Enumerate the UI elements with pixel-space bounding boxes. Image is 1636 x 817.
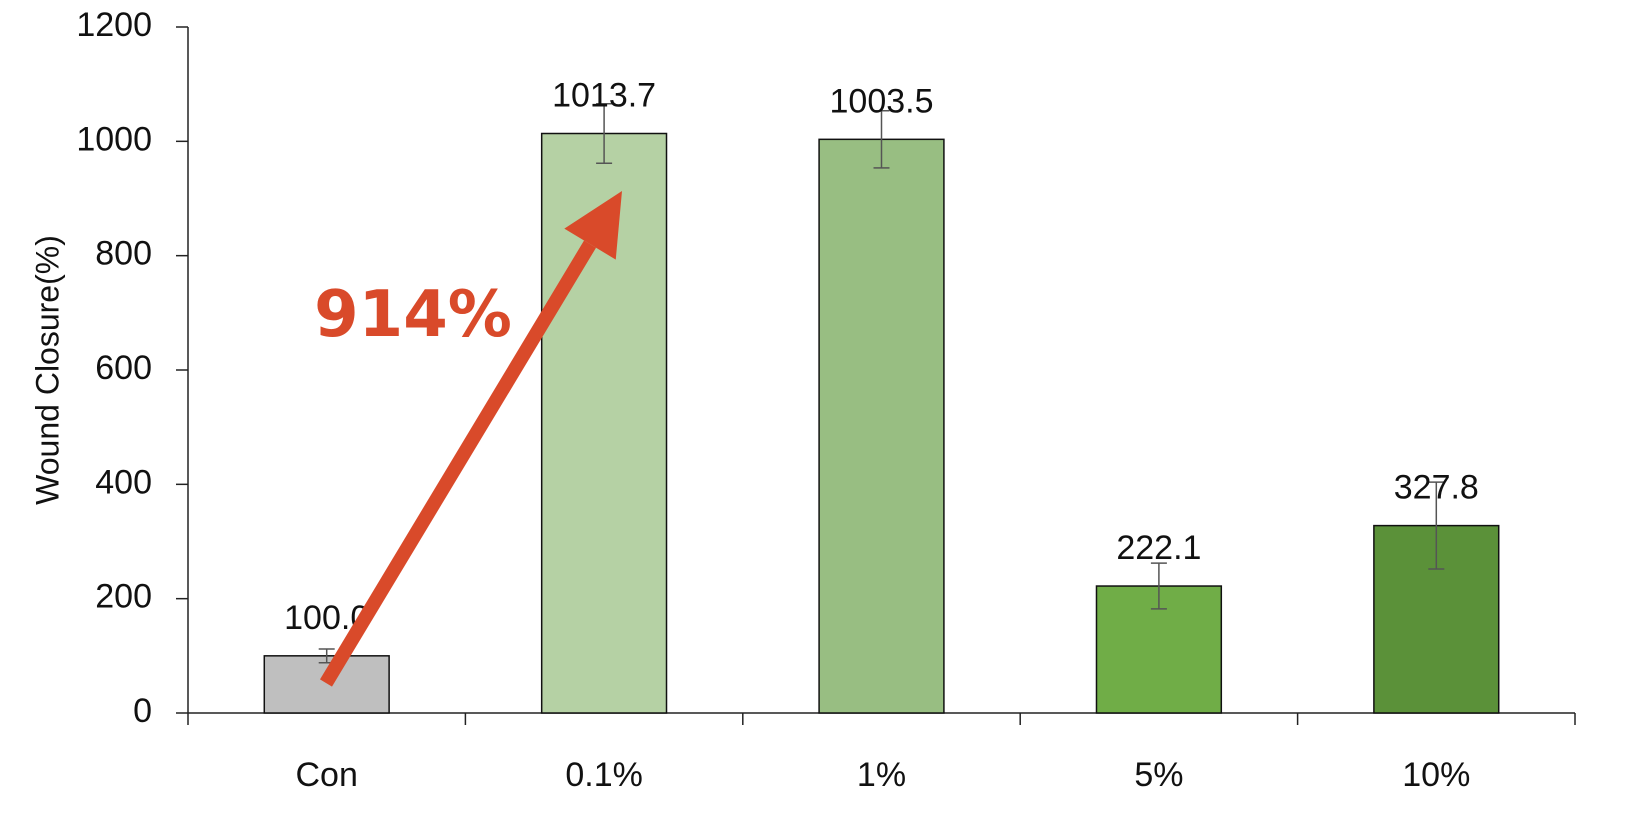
- y-tick-label: 200: [95, 578, 152, 616]
- y-axis-title: Wound Closure(%): [29, 235, 65, 505]
- data-label: 327.8: [1394, 469, 1479, 507]
- axes: 0 200 400 600 800 1000 1200 Con 0.1% 1% 5% 10%: [76, 6, 1576, 794]
- bar: [263, 655, 390, 714]
- y-tick-label: 1000: [76, 120, 152, 158]
- annotation-arrow-shaft: [320, 240, 597, 687]
- y-tick-label: 800: [95, 235, 152, 273]
- x-tick-label: 5%: [1134, 756, 1183, 794]
- x-tick-label: Con: [296, 756, 358, 794]
- error-bars: [318, 103, 1445, 664]
- x-tick-label: 10%: [1402, 756, 1470, 794]
- y-tick-label: 400: [95, 463, 152, 501]
- annotation-text: 914%: [314, 278, 512, 352]
- annotation: 914%: [314, 191, 622, 687]
- x-tick-label: 0.1%: [565, 756, 643, 794]
- bar: [818, 138, 945, 714]
- data-label: 1003.5: [830, 82, 934, 120]
- x-tick-label: 1%: [857, 756, 906, 794]
- y-tick-label: 600: [95, 349, 152, 387]
- data-label: 1013.7: [552, 76, 656, 114]
- data-label: 222.1: [1116, 529, 1201, 567]
- bars: [263, 132, 1500, 714]
- annotation-arrow-head: [564, 191, 622, 260]
- y-tick-label: 0: [133, 692, 152, 730]
- y-tick-label: 1200: [76, 6, 152, 44]
